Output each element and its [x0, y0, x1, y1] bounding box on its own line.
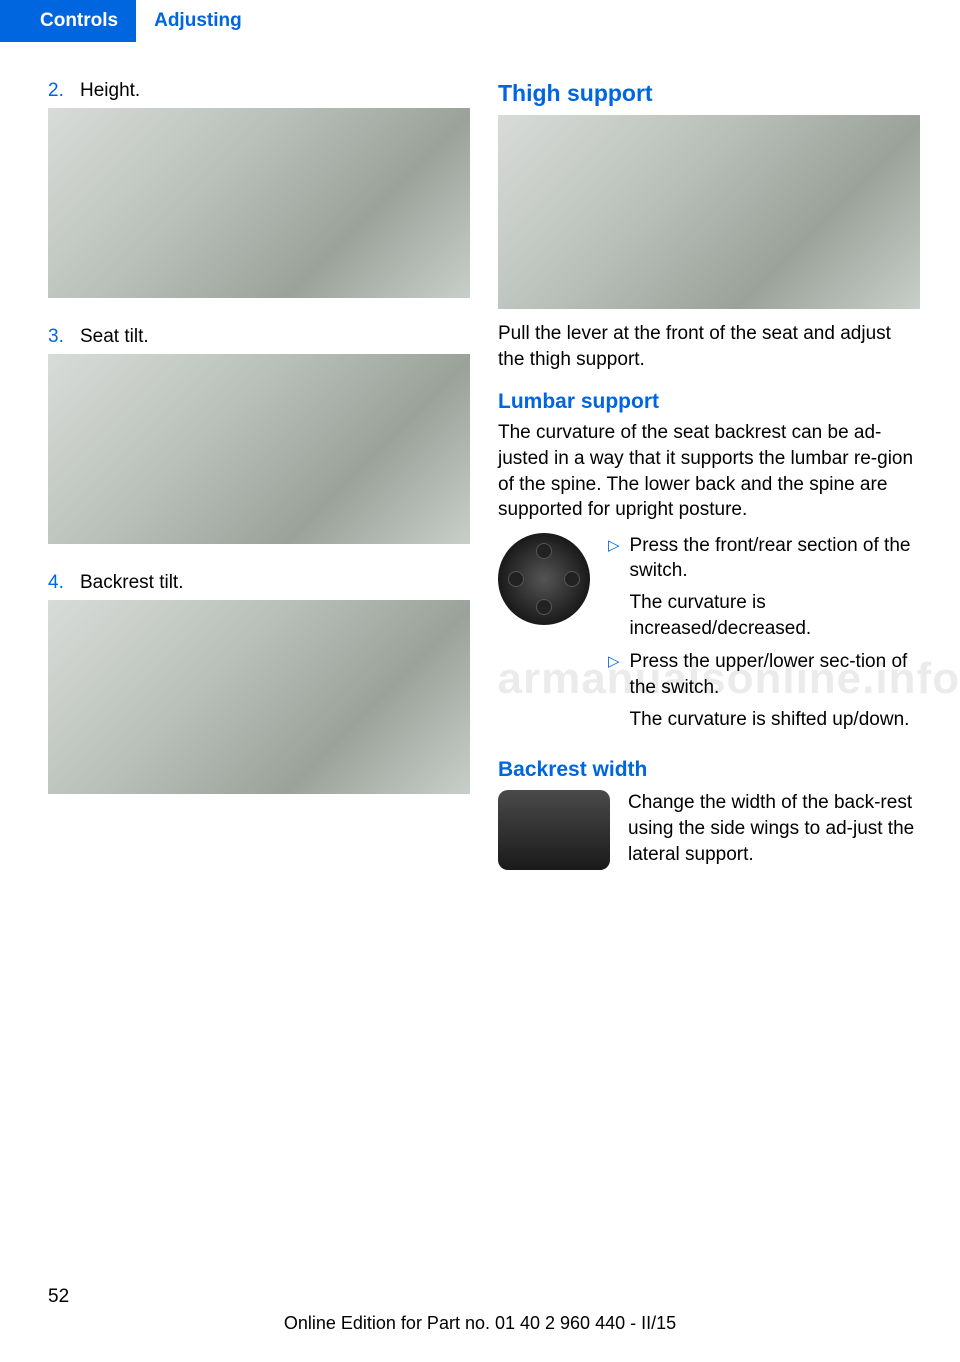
backrest-tilt-illustration: [48, 600, 470, 794]
thigh-support-text: Pull the lever at the front of the seat …: [498, 321, 920, 372]
page-number: 52: [48, 1286, 69, 1308]
bullet-main: Press the upper/lower sec‐tion of the sw…: [630, 649, 920, 700]
lumbar-bullet-1: ▷ Press the front/rear section of the sw…: [608, 533, 920, 642]
step-number: 2.: [48, 80, 68, 102]
lumbar-switch-icon: [498, 533, 590, 625]
seat-tilt-illustration: [48, 354, 470, 544]
height-illustration: [48, 108, 470, 298]
left-column: 2. Height. 3. Seat tilt. 4. Backrest til…: [48, 80, 470, 870]
step-3: 3. Seat tilt.: [48, 326, 470, 544]
step-2: 2. Height.: [48, 80, 470, 298]
backrest-block: Change the width of the back‐rest using …: [498, 790, 920, 870]
page-header: Controls Adjusting: [0, 0, 960, 42]
header-subsection: Adjusting: [136, 0, 260, 42]
step-number: 3.: [48, 326, 68, 348]
step-label: Seat tilt.: [80, 326, 149, 348]
header-section: Controls: [0, 0, 136, 42]
thigh-support-title: Thigh support: [498, 80, 920, 107]
lumbar-block: ▷ Press the front/rear section of the sw…: [498, 533, 920, 740]
bullet-sub: The curvature is increased/decreased.: [630, 590, 920, 641]
backrest-switch-icon: [498, 790, 610, 870]
triangle-icon: ▷: [608, 533, 620, 642]
right-column: Thigh support Pull the lever at the fron…: [498, 80, 920, 870]
triangle-icon: ▷: [608, 649, 620, 732]
lumbar-bullets: ▷ Press the front/rear section of the sw…: [608, 533, 920, 740]
step-4: 4. Backrest tilt.: [48, 572, 470, 794]
step-label: Backrest tilt.: [80, 572, 183, 594]
thigh-support-illustration: [498, 115, 920, 309]
step-label: Height.: [80, 80, 140, 102]
step-number: 4.: [48, 572, 68, 594]
bullet-main: Press the front/rear section of the swit…: [630, 533, 920, 584]
footer-edition-line: Online Edition for Part no. 01 40 2 960 …: [0, 1313, 960, 1334]
backrest-width-text: Change the width of the back‐rest using …: [628, 790, 920, 870]
lumbar-support-intro: The curvature of the seat backrest can b…: [498, 420, 920, 523]
lumbar-support-title: Lumbar support: [498, 390, 920, 414]
backrest-width-title: Backrest width: [498, 758, 920, 782]
bullet-sub: The curvature is shifted up/down.: [630, 707, 920, 733]
page-content: 2. Height. 3. Seat tilt. 4. Backrest til…: [0, 42, 960, 870]
lumbar-bullet-2: ▷ Press the upper/lower sec‐tion of the …: [608, 649, 920, 732]
